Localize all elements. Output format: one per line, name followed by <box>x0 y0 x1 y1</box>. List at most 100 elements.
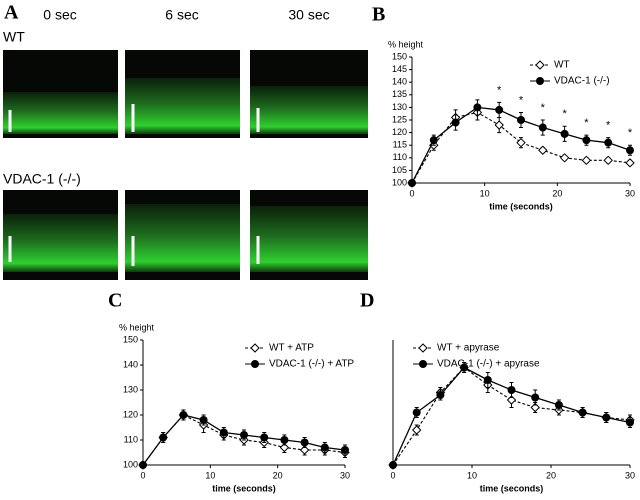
data-point <box>516 137 526 148</box>
data-point <box>578 408 587 417</box>
y-tick-label: 130 <box>392 102 407 112</box>
data-point <box>179 411 188 419</box>
data-point <box>554 401 563 409</box>
data-point <box>199 416 208 424</box>
legend-marker <box>250 343 260 353</box>
data-point <box>559 153 570 163</box>
y-tick-label: 145 <box>392 64 407 74</box>
data-point <box>603 155 613 166</box>
data-point <box>411 425 422 435</box>
annotation: * <box>519 94 524 106</box>
data-point <box>341 446 349 454</box>
x-tick-label: 20 <box>552 188 562 198</box>
y-tick-label: 125 <box>392 114 407 124</box>
data-point <box>460 363 469 372</box>
legend-label: VDAC-1 (-/-) + apyrase <box>437 359 540 370</box>
annotation: * <box>497 84 502 96</box>
data-point <box>560 129 569 138</box>
data-point <box>507 386 516 394</box>
data-point <box>626 418 634 427</box>
legend-marker <box>535 60 545 70</box>
x-tick-label: 20 <box>546 470 556 480</box>
data-point <box>473 103 482 112</box>
data-point <box>517 116 525 124</box>
legend-label: VDAC-1 (-/-) <box>554 76 610 87</box>
x-tick-label: 20 <box>273 470 283 480</box>
data-point <box>320 443 329 452</box>
data-point <box>436 391 445 399</box>
x-tick-label: 10 <box>205 470 215 480</box>
y-tick-label: 115 <box>393 140 407 150</box>
y-tick-label: 150 <box>392 51 407 61</box>
series-line <box>392 366 631 466</box>
panel-letter: D <box>360 290 374 312</box>
data-point <box>260 433 269 442</box>
data-point <box>159 433 168 442</box>
data-point <box>495 105 504 114</box>
y-tick-label: 140 <box>392 77 407 87</box>
panel-a: A 0 sec 6 sec 30 sec WT VDAC-1 (-/-) <box>3 2 368 280</box>
legend-marker <box>251 360 259 368</box>
column-label: 0 sec <box>43 7 76 23</box>
annotation: * <box>562 108 567 120</box>
legend-marker <box>418 343 428 353</box>
row-label: VDAC-1 (-/-) <box>3 171 81 187</box>
x-tick-label: 0 <box>409 188 414 198</box>
x-tick-label: 0 <box>140 470 145 480</box>
data-point <box>531 393 540 402</box>
data-point <box>494 120 504 130</box>
x-tick-label: 0 <box>390 470 395 480</box>
x-tick-label: 30 <box>625 188 635 198</box>
annotation: * <box>584 117 589 129</box>
data-point <box>625 158 635 168</box>
series <box>389 362 634 469</box>
y-tick-label: 130 <box>123 384 138 394</box>
data-point <box>408 179 416 187</box>
data-point <box>429 136 438 145</box>
legend-label: WT <box>554 60 570 71</box>
y-tick-label: 105 <box>392 165 407 175</box>
data-point <box>219 428 228 437</box>
panel-letter: A <box>4 2 19 24</box>
data-point <box>280 436 289 444</box>
row-label: WT <box>3 29 25 45</box>
y-tick-label: 110 <box>124 434 138 444</box>
legend-label: WT + apyrase <box>437 343 500 354</box>
y-tick-label: 150 <box>123 334 138 344</box>
data-point <box>602 413 611 422</box>
legend-label: VDAC-1 (-/-) + ATP <box>269 359 354 370</box>
y-tick-label: 120 <box>123 409 138 419</box>
x-axis-label: time (seconds) <box>489 201 553 211</box>
y-axis-label: % height <box>119 322 155 332</box>
y-tick-label: 110 <box>393 152 407 162</box>
legend-marker <box>419 360 427 368</box>
legend-label: WT + ATP <box>269 343 314 354</box>
y-tick-label: 100 <box>392 177 407 187</box>
micrographs <box>3 50 368 280</box>
series-line <box>411 111 631 184</box>
column-label: 6 sec <box>165 7 198 23</box>
series <box>139 409 349 469</box>
data-point <box>451 118 460 127</box>
x-tick-label: 10 <box>480 188 490 198</box>
data-point <box>538 123 547 132</box>
data-point <box>581 155 592 166</box>
panel-letter: C <box>108 290 122 312</box>
column-label: 30 sec <box>288 7 329 23</box>
data-point <box>538 145 548 155</box>
x-tick-label: 30 <box>340 470 350 480</box>
x-axis-label: time (seconds) <box>480 483 544 493</box>
y-tick-label: 140 <box>123 359 138 369</box>
annotation: * <box>541 102 546 114</box>
series <box>408 99 634 187</box>
y-tick-label: 100 <box>123 459 138 469</box>
data-point <box>604 138 613 147</box>
data-point <box>240 431 248 439</box>
data-point <box>300 438 309 447</box>
data-point <box>483 376 492 384</box>
data-point <box>139 461 147 469</box>
y-tick-label: 135 <box>392 89 407 99</box>
annotation: * <box>606 120 611 132</box>
legend-marker <box>536 77 544 85</box>
